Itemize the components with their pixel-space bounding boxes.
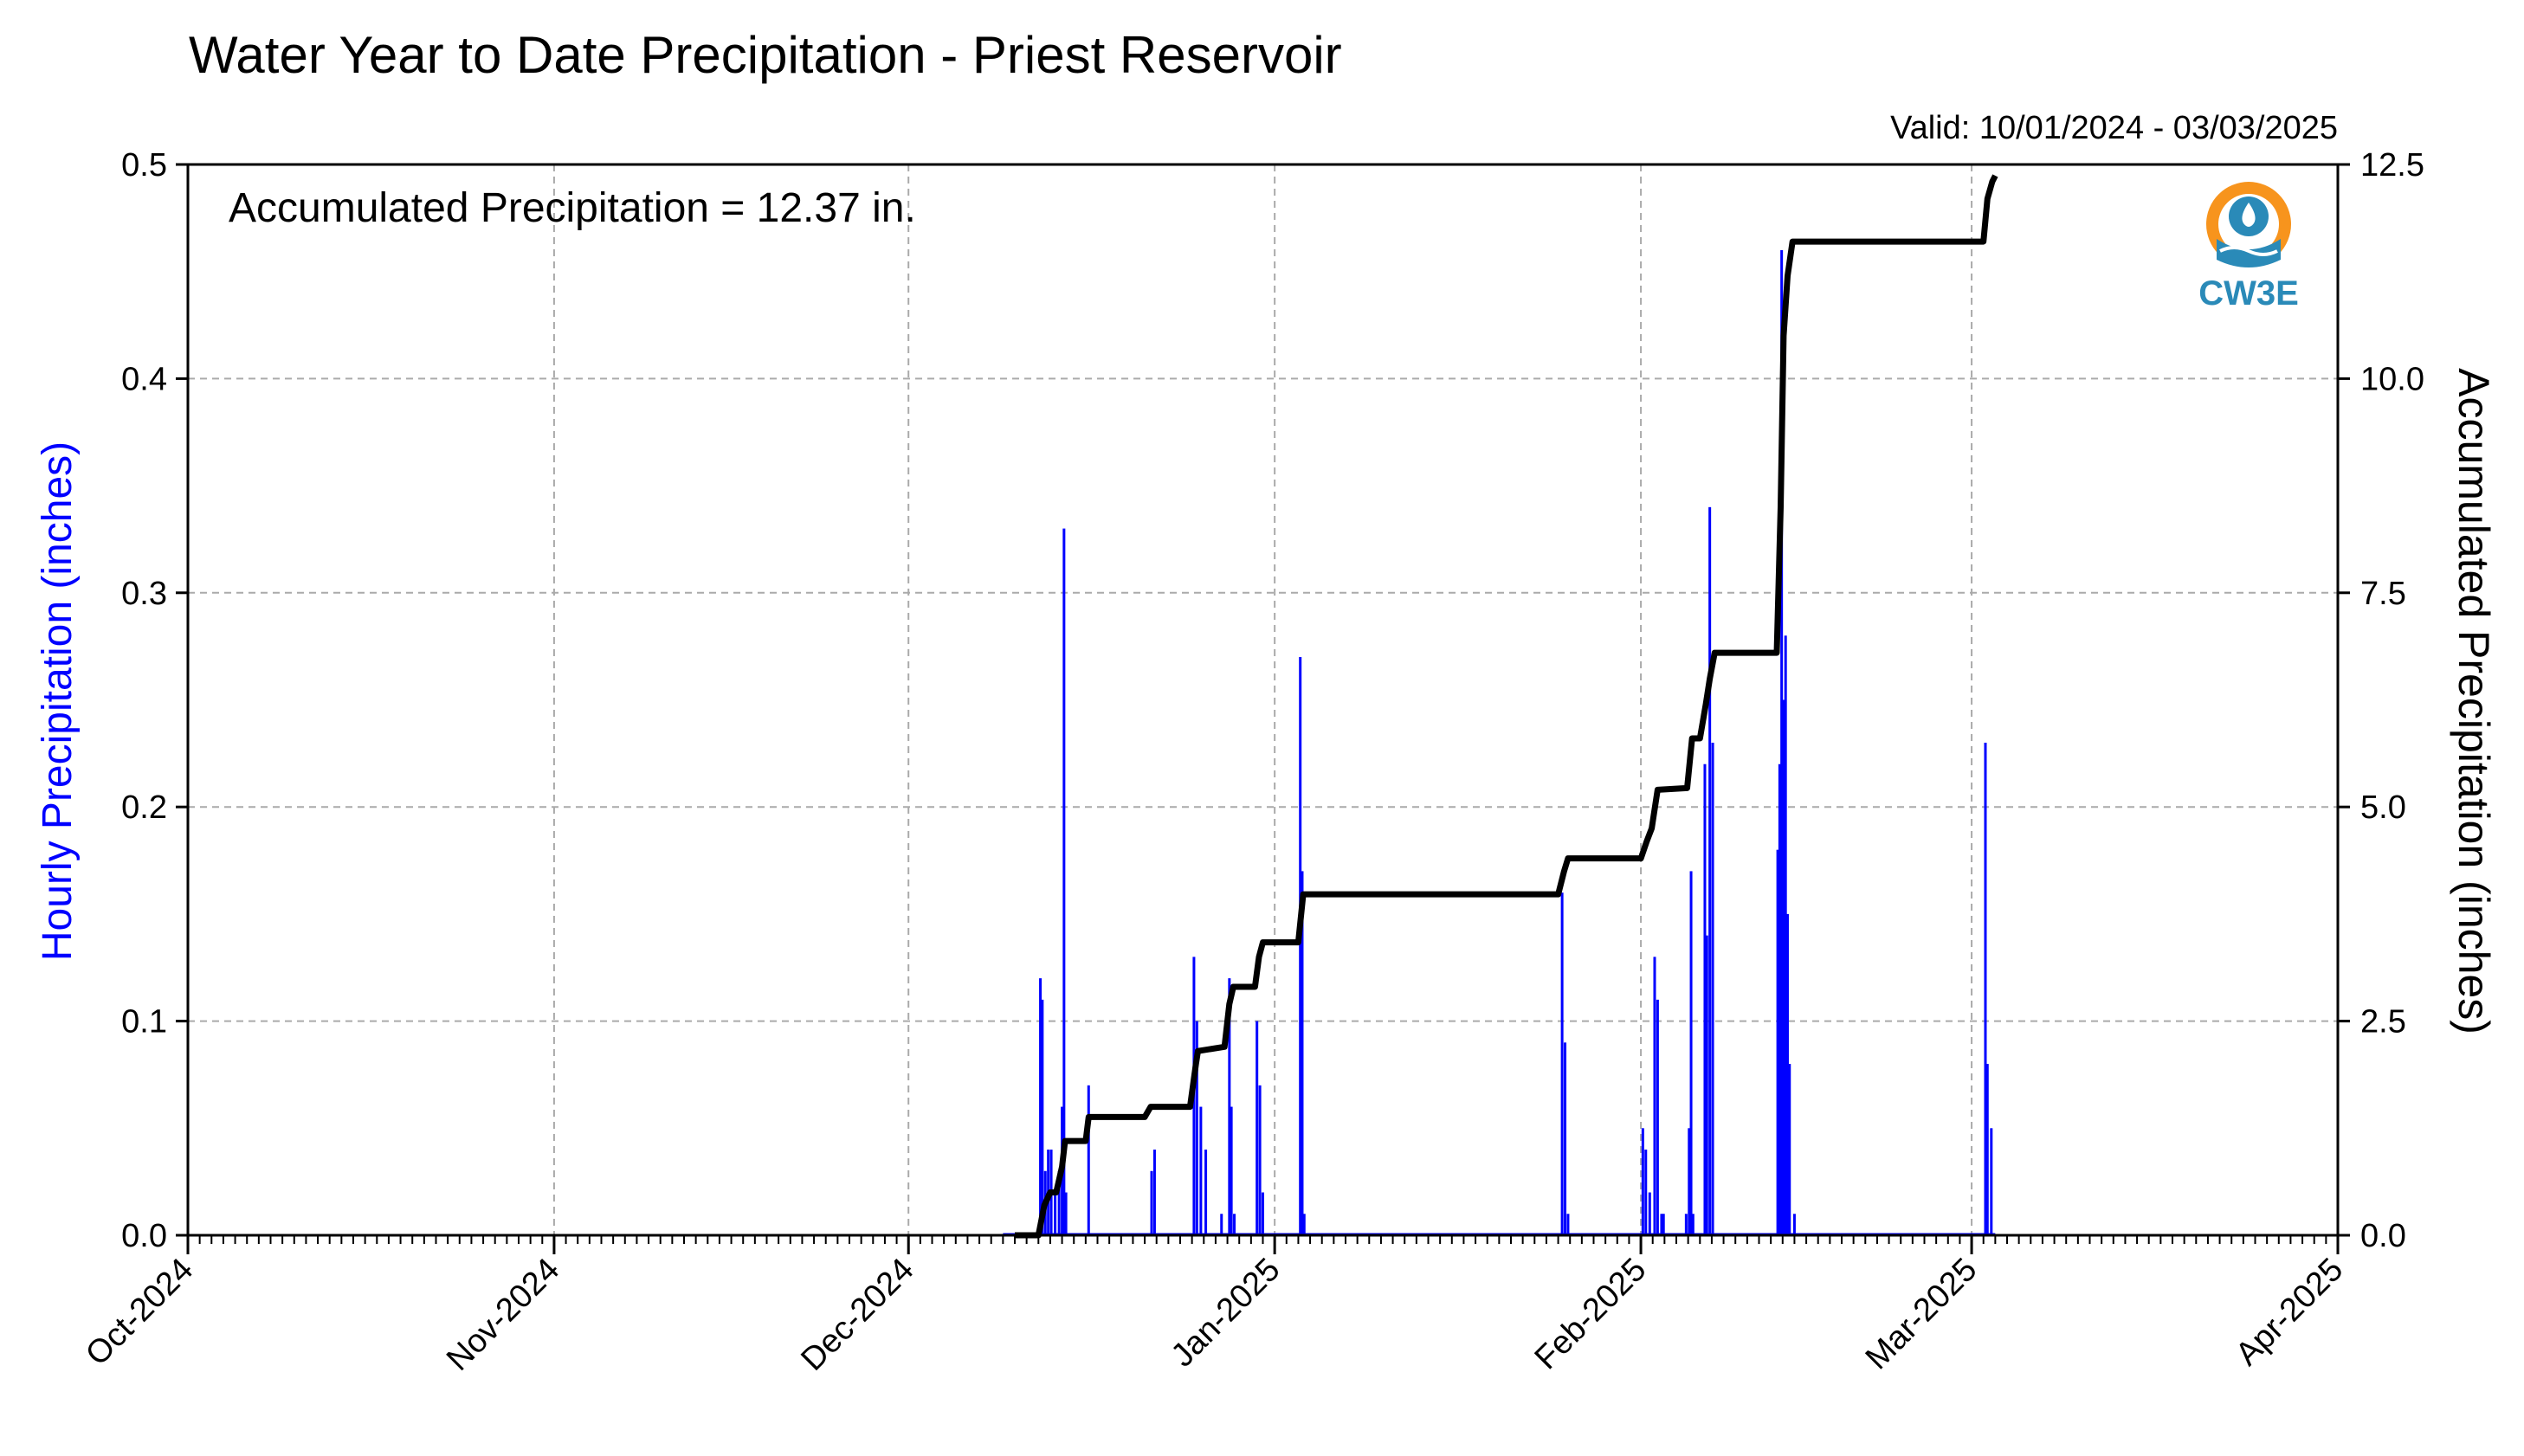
valid-date-range: Valid: 10/01/2024 - 03/03/2025 bbox=[1890, 110, 2338, 146]
hourly-precip-bar bbox=[1653, 957, 1656, 1235]
y-tick-label-left: 0.3 bbox=[121, 576, 167, 612]
hourly-precip-bar bbox=[1708, 506, 1712, 1235]
hourly-precip-bar bbox=[1062, 528, 1066, 1235]
hourly-precip-bar bbox=[1230, 1106, 1233, 1235]
y-tick-label-left: 0.4 bbox=[121, 361, 167, 397]
grid bbox=[188, 164, 2338, 1235]
hourly-precip-bar bbox=[1199, 1106, 1203, 1235]
hourly-precip-bar bbox=[1662, 1214, 1665, 1235]
hourly-precip-bar bbox=[1560, 892, 1564, 1235]
hourly-precip-bar bbox=[1985, 1064, 1989, 1235]
y-tick-label-left: 0.5 bbox=[121, 147, 167, 184]
hourly-precip-bar bbox=[1984, 742, 1987, 1235]
hourly-precip-bar bbox=[1301, 871, 1304, 1235]
hourly-precip-bar bbox=[1785, 913, 1789, 1235]
cw3e-logo: CW3E bbox=[2198, 182, 2299, 312]
y-tick-label-right: 0.0 bbox=[2360, 1218, 2406, 1254]
hourly-precip-bar bbox=[1564, 1042, 1567, 1235]
hourly-precip-bar bbox=[1711, 742, 1714, 1235]
hourly-precip-bar bbox=[1703, 763, 1707, 1235]
hourly-precip-bar bbox=[1204, 1150, 1208, 1235]
y-tick-label-left: 0.1 bbox=[121, 1004, 167, 1040]
hourly-precip-bar bbox=[1784, 635, 1787, 1235]
hourly-bars bbox=[1003, 249, 1996, 1236]
y-tick-label-right: 12.5 bbox=[2360, 147, 2424, 184]
hourly-precip-bar bbox=[1792, 1214, 1796, 1235]
y-tick-label-right: 10.0 bbox=[2360, 361, 2424, 397]
hourly-precip-bar bbox=[1039, 978, 1043, 1235]
hourly-precip-bar bbox=[1788, 1064, 1791, 1235]
hourly-precip-bar bbox=[1299, 657, 1302, 1235]
cw3e-logo-text: CW3E bbox=[2198, 274, 2299, 312]
hourly-precip-bar bbox=[1780, 249, 1784, 1236]
hourly-precip-bar bbox=[1990, 1128, 1993, 1235]
hourly-precip-bar bbox=[1057, 1170, 1061, 1235]
hourly-precip-bar bbox=[1228, 978, 1231, 1235]
hourly-precip-bar bbox=[1233, 1214, 1236, 1235]
hourly-precip-bar bbox=[1688, 1128, 1691, 1235]
y-axis-label-left: Hourly Precipitation (inches) bbox=[35, 441, 81, 961]
y-tick-label-left: 0.0 bbox=[121, 1218, 167, 1254]
hourly-precip-bar bbox=[1302, 1214, 1306, 1235]
hourly-precip-bar bbox=[1258, 1085, 1262, 1235]
y-tick-label-right: 2.5 bbox=[2360, 1004, 2406, 1040]
hourly-precip-bar bbox=[1195, 1021, 1198, 1235]
hourly-precip-bar bbox=[1776, 849, 1779, 1235]
hourly-precip-bar bbox=[1705, 935, 1708, 1235]
y-tick-label-right: 5.0 bbox=[2360, 789, 2406, 826]
y-tick-label-left: 0.2 bbox=[121, 789, 167, 826]
accumulated-precip-line bbox=[1015, 174, 1998, 1239]
hourly-precip-bar bbox=[1566, 1214, 1570, 1235]
accumulated-total-annotation: Accumulated Precipitation = 12.37 in. bbox=[229, 185, 916, 231]
hourly-precip-bar bbox=[1064, 1192, 1068, 1235]
hourly-precip-bar bbox=[1262, 1192, 1264, 1235]
chart-title: Water Year to Date Precipitation - Pries… bbox=[189, 26, 1342, 84]
hourly-precip-bar bbox=[1152, 1150, 1156, 1235]
hourly-precip-bar bbox=[1220, 1214, 1223, 1235]
hourly-precip-bar bbox=[1644, 1150, 1648, 1235]
accumulated-line-layer bbox=[1015, 174, 1998, 1239]
hourly-precip-bar bbox=[1641, 1128, 1644, 1235]
hourly-precip-bar bbox=[1782, 699, 1785, 1235]
hourly-precip-bar bbox=[1684, 1214, 1688, 1235]
hourly-precip-bar bbox=[1778, 763, 1781, 1235]
hourly-precip-bar bbox=[1256, 1021, 1259, 1235]
hourly-precip-bar bbox=[1689, 871, 1693, 1235]
cw3e-water-drop-icon bbox=[2206, 182, 2291, 267]
hourly-precip-bar bbox=[1648, 1192, 1651, 1235]
hourly-precip-bar bbox=[1087, 1085, 1090, 1235]
hourly-precip-bar bbox=[1041, 999, 1044, 1235]
hourly-precip-bar bbox=[1691, 1214, 1695, 1235]
y-tick-label-right: 7.5 bbox=[2360, 576, 2406, 612]
hourly-precip-bar bbox=[1656, 999, 1659, 1235]
y-axis-label-right: Accumulated Precipitation (inches) bbox=[2450, 368, 2498, 1034]
hourly-precip-bar bbox=[1660, 1214, 1663, 1235]
hourly-precip-bar bbox=[1150, 1170, 1153, 1235]
hourly-precip-bar bbox=[1054, 1192, 1057, 1235]
